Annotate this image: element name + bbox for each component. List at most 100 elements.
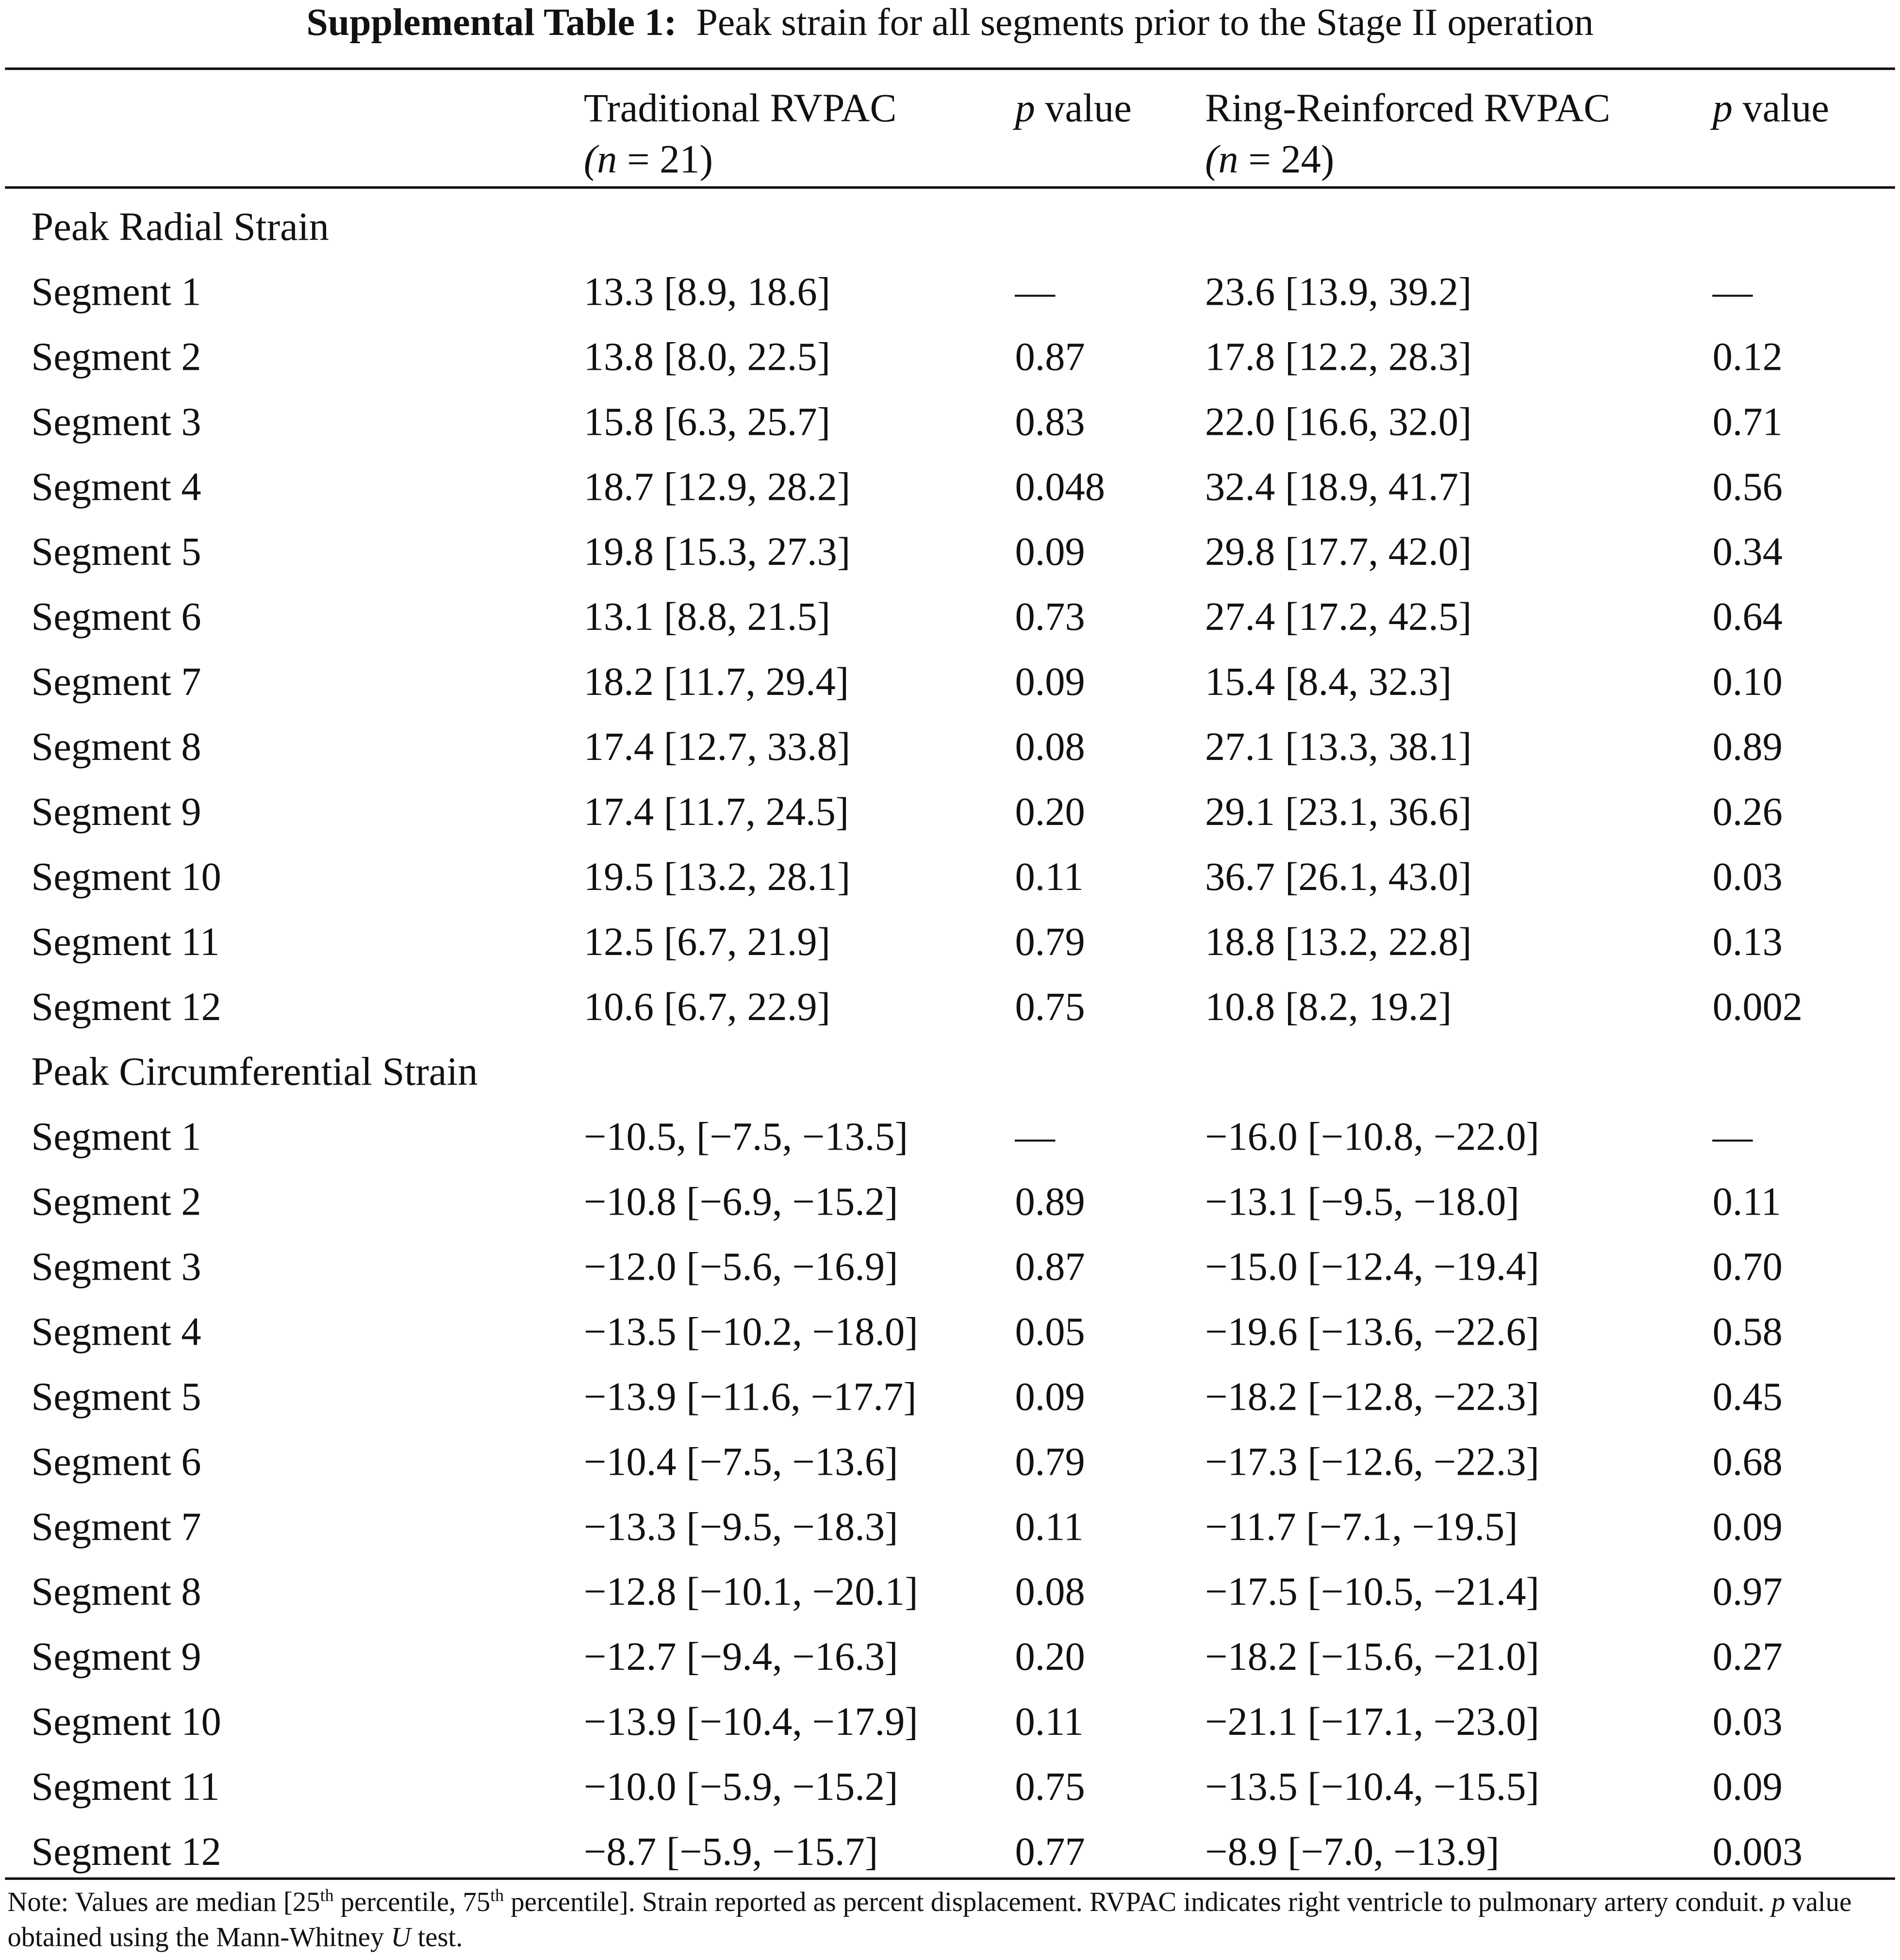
table-cell: 0.20 (1015, 1633, 1085, 1679)
table-cell: 0.08 (1015, 1568, 1085, 1614)
table-cell: 18.8 [13.2, 22.8] (1205, 919, 1472, 964)
header-text: = 21) (617, 136, 713, 181)
table-cell: −21.1 [−17.1, −23.0] (1205, 1698, 1539, 1744)
title-text: Peak strain for all segments prior to th… (696, 0, 1594, 44)
table-cell: 36.7 [26.1, 43.0] (1205, 854, 1472, 899)
title-label: Supplemental Table 1: (306, 0, 677, 44)
table-cell: 13.1 [8.8, 21.5] (583, 593, 831, 639)
row-label: Segment 12 (31, 984, 221, 1029)
row-label: Segment 10 (31, 1698, 221, 1744)
header-cell: p value (1015, 82, 1131, 132)
header-text: n (597, 136, 617, 181)
header-cell: (n = 24) (1205, 134, 1334, 184)
table-cell: 0.11 (1015, 854, 1084, 899)
table-cell: 0.09 (1712, 1503, 1783, 1549)
header-text: p (1712, 85, 1733, 130)
table-cell: 0.09 (1712, 1763, 1783, 1809)
table-cell: 0.64 (1712, 593, 1783, 639)
row-label: Segment 5 (31, 1373, 201, 1419)
table-cell: 0.13 (1712, 919, 1783, 964)
row-label: Segment 6 (31, 1438, 201, 1484)
header-text: ( (1205, 136, 1219, 181)
row-label: Segment 8 (31, 1568, 201, 1614)
table-cell: 12.5 [6.7, 21.9] (583, 919, 831, 964)
note-text: value obtained using the Mann-Whitney (7, 1886, 1852, 1953)
header-cell: p value (1713, 82, 1829, 132)
row-label: Segment 4 (31, 463, 201, 509)
table-cell: 17.8 [12.2, 28.3] (1205, 333, 1472, 379)
row-label: Segment 11 (31, 919, 220, 964)
header-cell: Traditional RVPAC (584, 82, 897, 132)
header-text: = 24) (1238, 136, 1335, 181)
table-cell: −13.3 [−9.5, −18.3] (583, 1503, 898, 1549)
table-cell: 0.26 (1712, 789, 1783, 834)
table-cell: 10.6 [6.7, 22.9] (583, 984, 831, 1029)
table-cell: 0.75 (1015, 1763, 1085, 1809)
header-text: n (1218, 136, 1239, 181)
table-cell: 0.34 (1712, 528, 1783, 574)
table-cell: −10.4 [−7.5, −13.6] (583, 1438, 898, 1484)
header-text: p (1015, 85, 1035, 130)
table-cell: 0.03 (1712, 854, 1783, 899)
table-cell: — (1712, 1113, 1753, 1159)
table-cell: 15.4 [8.4, 32.3] (1205, 659, 1452, 704)
table-cell: 13.8 [8.0, 22.5] (583, 333, 831, 379)
row-label: Segment 10 (31, 854, 221, 899)
table-cell: −12.8 [−10.1, −20.1] (583, 1568, 918, 1614)
table-cell: 0.45 (1712, 1373, 1783, 1419)
row-label: Segment 2 (31, 1178, 201, 1224)
row-label: Segment 6 (31, 593, 201, 639)
table-cell: 0.048 (1015, 463, 1105, 509)
table-cell: −10.5, [−7.5, −13.5] (583, 1113, 909, 1159)
table-cell: −10.0 [−5.9, −15.2] (583, 1763, 898, 1809)
table-cell: 0.03 (1712, 1698, 1783, 1744)
table-cell: 10.8 [8.2, 19.2] (1205, 984, 1452, 1029)
row-label: Segment 7 (31, 1503, 201, 1549)
row-label: Segment 8 (31, 724, 201, 769)
table-cell: 0.08 (1015, 724, 1085, 769)
row-label: Segment 7 (31, 659, 201, 704)
table-cell: −10.8 [−6.9, −15.2] (583, 1178, 898, 1224)
table-cell: 0.83 (1015, 398, 1085, 444)
table-cell: 0.09 (1015, 528, 1085, 574)
table-cell: −17.5 [−10.5, −21.4] (1205, 1568, 1539, 1614)
table-title: Supplemental Table 1: Peak strain for al… (0, 0, 1900, 45)
table-cell: 0.79 (1015, 1438, 1085, 1484)
table-cell: 0.79 (1015, 919, 1085, 964)
table-cell: 0.58 (1712, 1308, 1783, 1354)
header-cell: (n = 21) (584, 134, 713, 184)
table-cell: −11.7 [−7.1, −19.5] (1205, 1503, 1518, 1549)
table-cell: 0.87 (1015, 1243, 1085, 1289)
note-text: Note: Values are median [25 (7, 1886, 320, 1918)
table-cell: −13.9 [−10.4, −17.9] (583, 1698, 918, 1744)
table-cell: 13.3 [8.9, 18.6] (583, 268, 831, 314)
table-cell: 17.4 [12.7, 33.8] (583, 724, 851, 769)
table-cell: −18.2 [−15.6, −21.0] (1205, 1633, 1539, 1679)
table-cell: 0.11 (1015, 1698, 1084, 1744)
row-label: Segment 9 (31, 1633, 201, 1679)
table-cell: 0.05 (1015, 1308, 1085, 1354)
table-cell: 0.75 (1015, 984, 1085, 1029)
header-text: value (1732, 85, 1830, 130)
table-cell: 0.20 (1015, 789, 1085, 834)
header-text: Ring-Reinforced RVPAC (1205, 85, 1611, 130)
table-cell: 29.1 [23.1, 36.6] (1205, 789, 1472, 834)
table-cell: 0.003 (1712, 1828, 1803, 1874)
row-label: Segment 9 (31, 789, 201, 834)
row-label: Segment 3 (31, 398, 201, 444)
table-cell: 0.89 (1015, 1178, 1085, 1224)
row-label: Segment 4 (31, 1308, 201, 1354)
table-cell: 23.6 [13.9, 39.2] (1205, 268, 1472, 314)
table-cell: 0.09 (1015, 659, 1085, 704)
table-cell: 0.11 (1712, 1178, 1781, 1224)
table-cell: 0.68 (1712, 1438, 1783, 1484)
table-cell: 0.97 (1712, 1568, 1783, 1614)
note-text: percentile, 75 (333, 1886, 491, 1918)
table-cell: −13.5 [−10.2, −18.0] (583, 1308, 918, 1354)
table-cell: 0.70 (1712, 1243, 1783, 1289)
bottom-rule (5, 1877, 1895, 1880)
row-label: Segment 1 (31, 1113, 201, 1159)
table-cell: 0.002 (1712, 984, 1803, 1029)
note-sup: th (490, 1887, 504, 1906)
